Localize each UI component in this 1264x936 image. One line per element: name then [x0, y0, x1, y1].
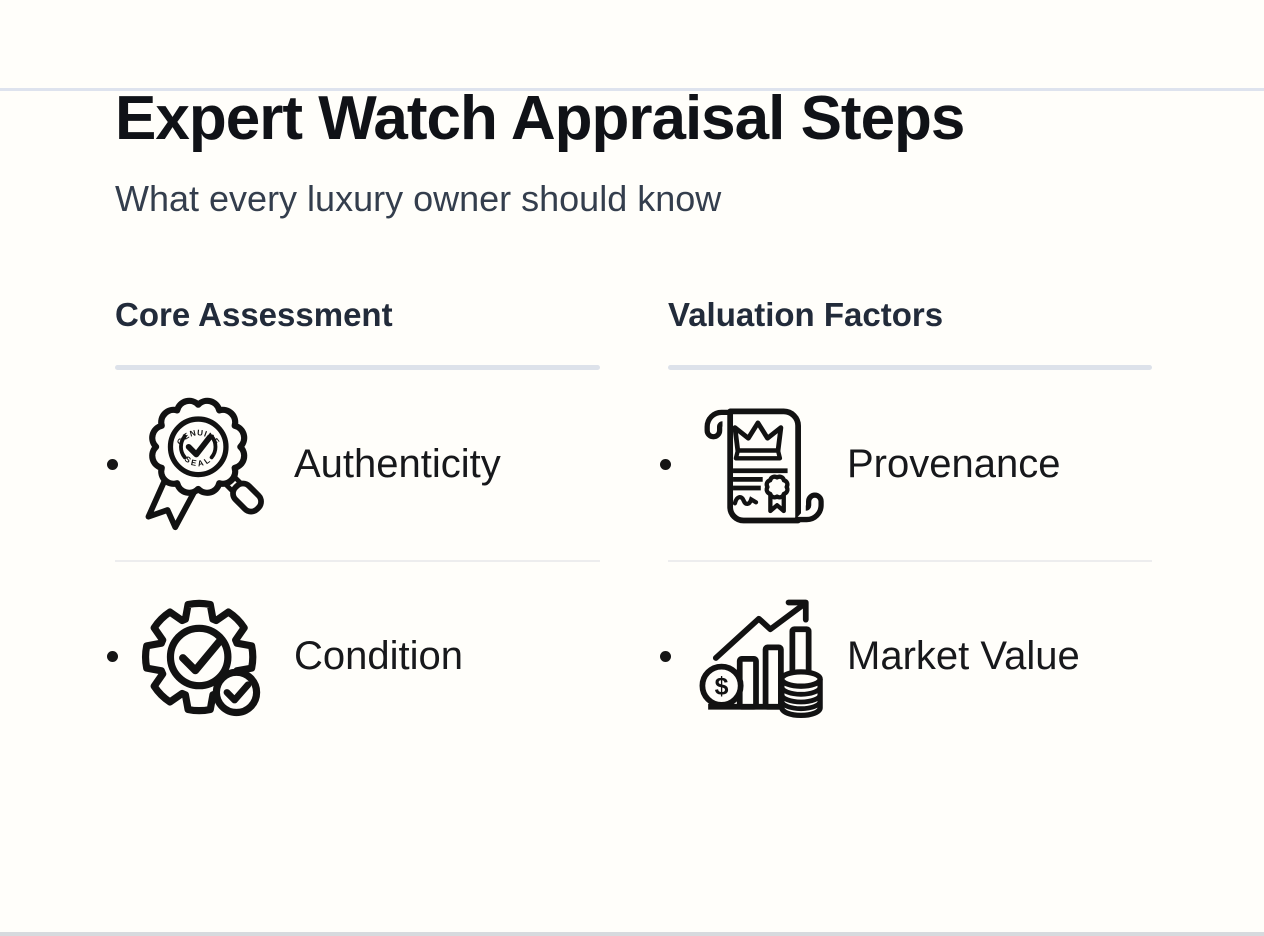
- top-edge-strip: [0, 88, 1264, 91]
- genuine-seal-magnifier-icon: GENUINE SEAL: [136, 397, 270, 532]
- bullet-dot: [660, 459, 671, 471]
- certificate-scroll-crown-icon: [689, 398, 824, 532]
- list-item-authenticity: GENUINE SEAL Authenticity: [107, 370, 600, 560]
- growth-chart-coins-icon: $: [689, 590, 823, 724]
- bottom-edge-strip: [0, 932, 1264, 936]
- list-item-provenance: Provenance: [660, 370, 1152, 560]
- gear-checkmarks-icon: [136, 590, 270, 724]
- list-item-market-value: $ Market Value: [660, 562, 1152, 752]
- row-divider: [668, 559, 1152, 562]
- bullet-dot: [107, 459, 118, 471]
- column-title: Core Assessment: [115, 296, 393, 333]
- heading-rule: [668, 364, 1152, 370]
- heading-rule: [115, 364, 600, 370]
- currency-symbol: $: [715, 672, 729, 700]
- svg-text:SEAL: SEAL: [183, 454, 214, 468]
- item-label: Provenance: [847, 442, 1061, 487]
- column-core-assessment: Core Assessment: [107, 295, 600, 752]
- bullet-dot: [107, 651, 118, 663]
- row-divider: [115, 559, 600, 562]
- item-label: Condition: [294, 634, 464, 679]
- item-label: Authenticity: [294, 442, 501, 487]
- column-title: Valuation Factors: [668, 296, 944, 333]
- columns-container: Core Assessment: [107, 295, 1152, 752]
- page-title: Expert Watch Appraisal Steps: [115, 84, 965, 153]
- column-valuation-factors: Valuation Factors: [660, 295, 1152, 752]
- seal-bottom-text: SEAL: [183, 454, 211, 468]
- page-subtitle: What every luxury owner should know: [115, 178, 722, 219]
- list-item-condition: Condition: [107, 562, 600, 752]
- bullet-dot: [660, 651, 671, 663]
- item-label: Market Value: [847, 634, 1080, 679]
